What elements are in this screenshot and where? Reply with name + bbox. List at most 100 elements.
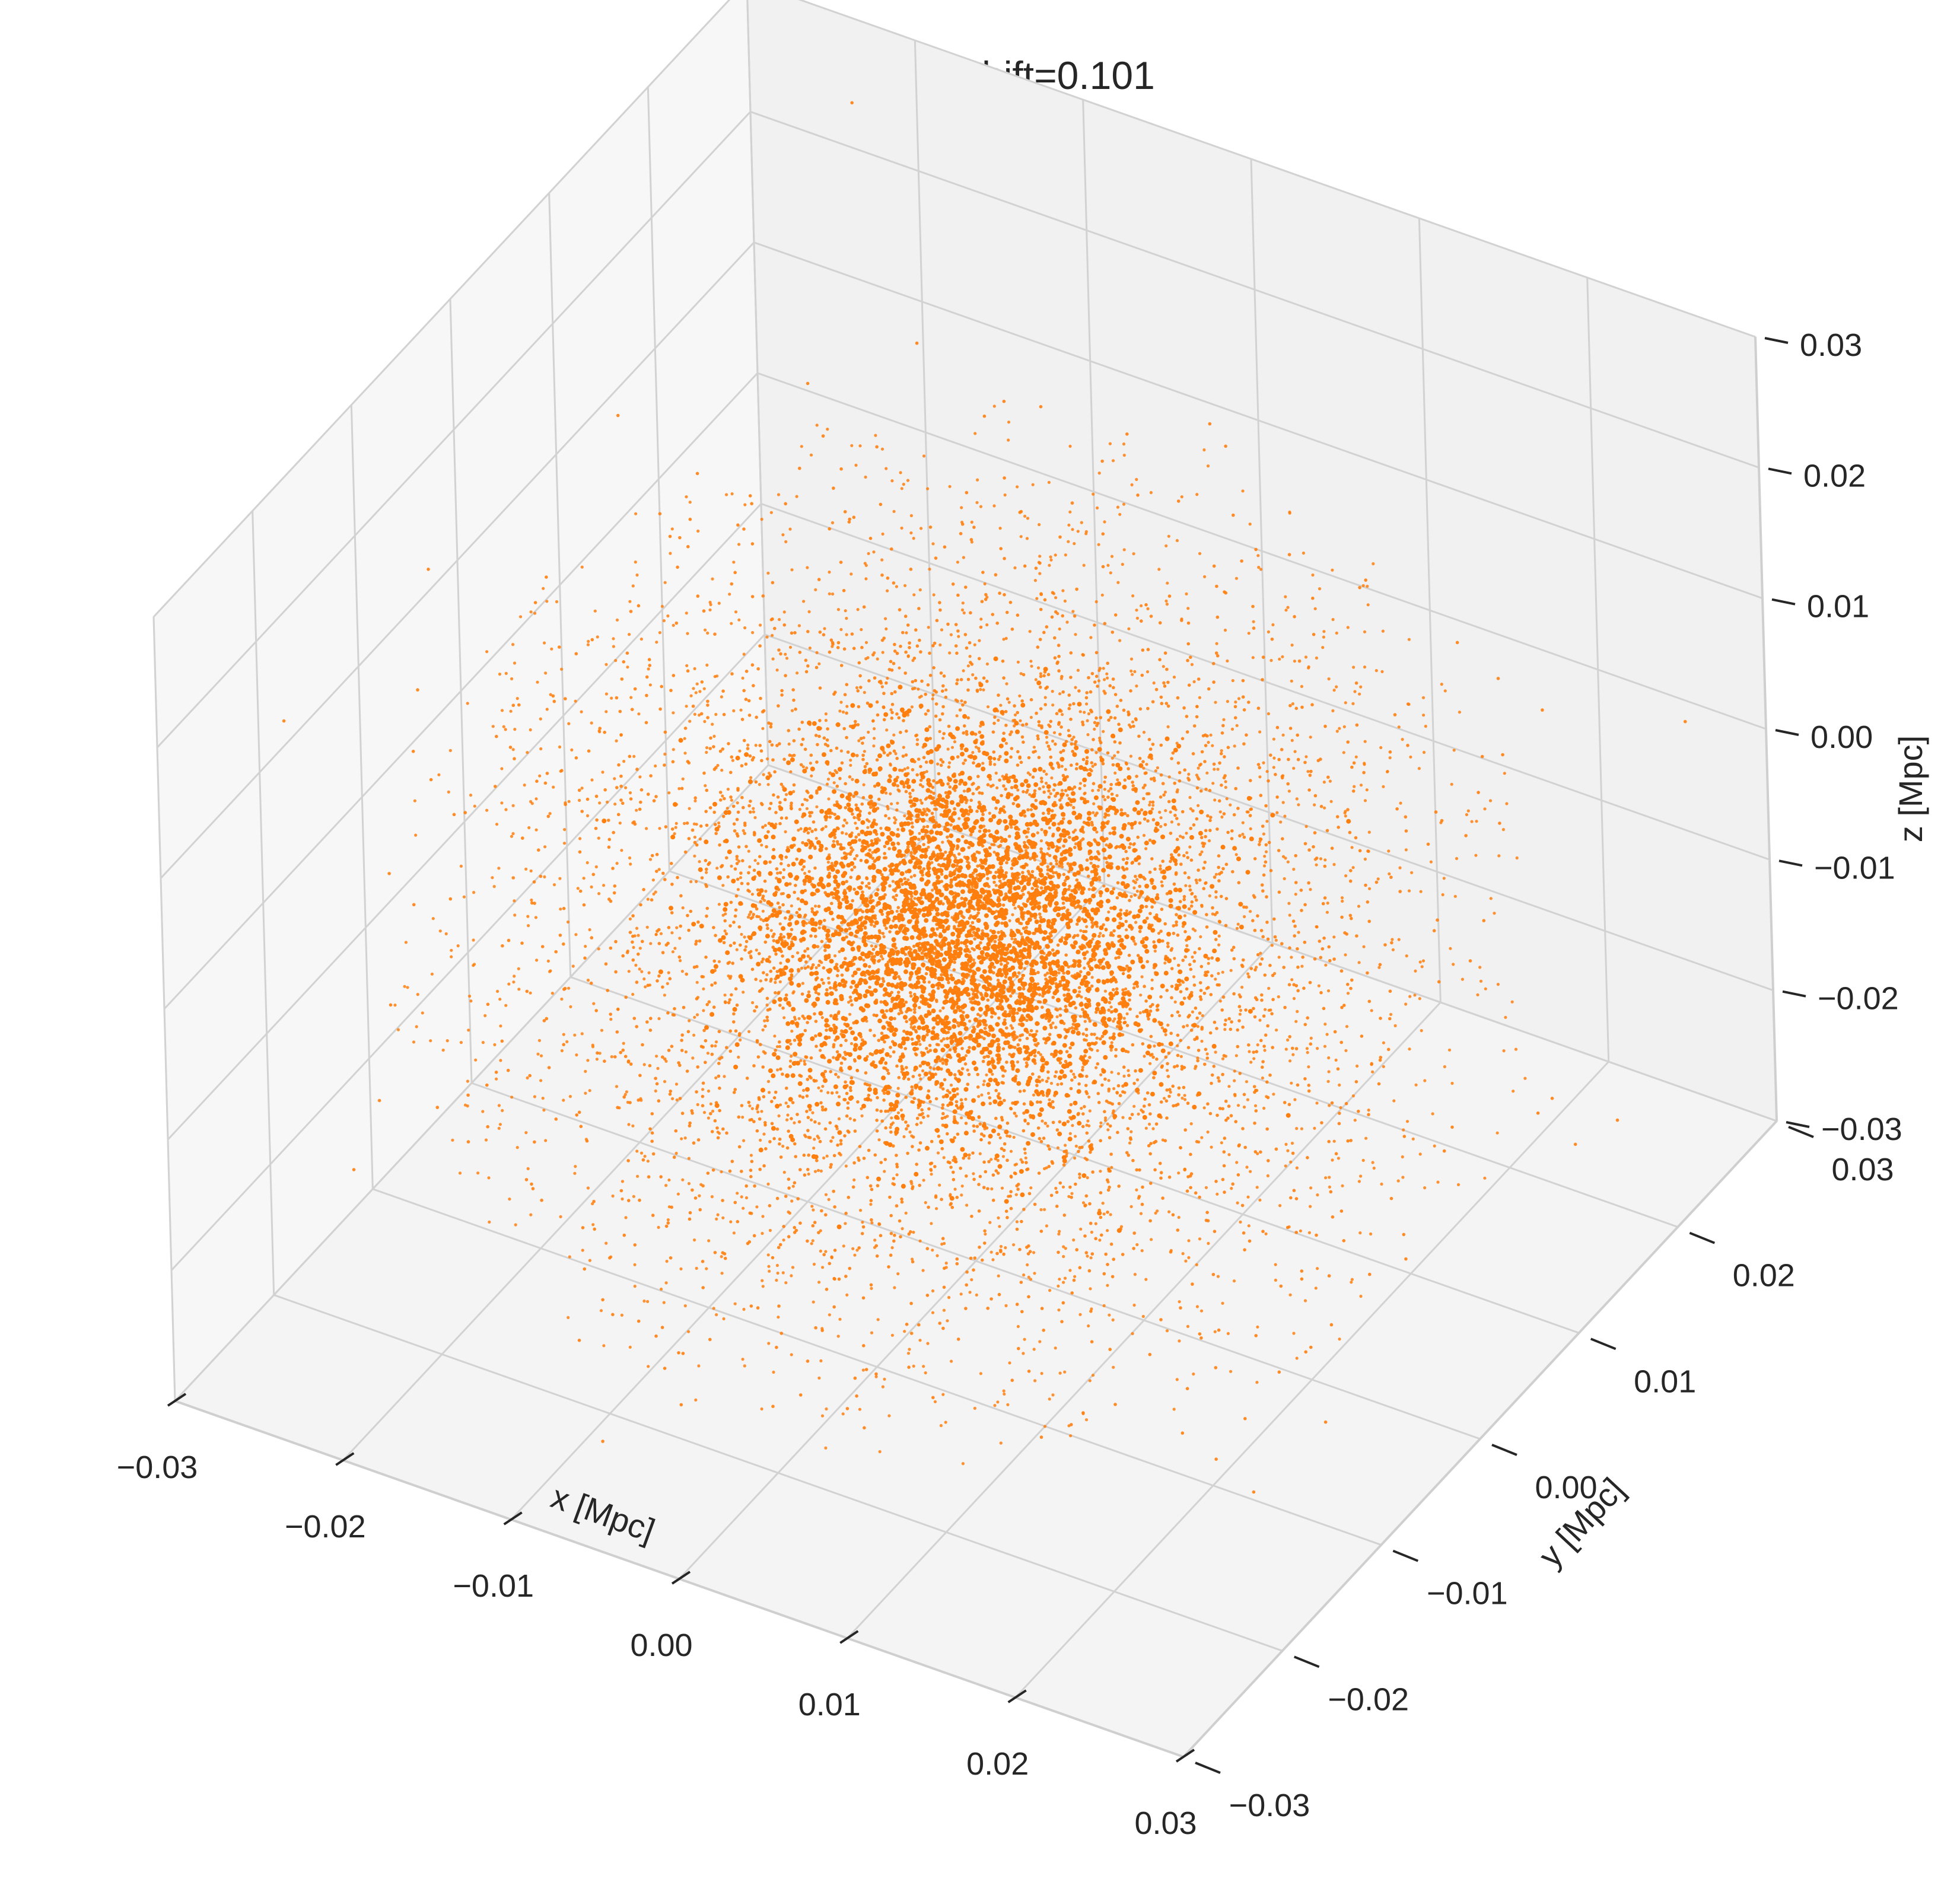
data-point: [1106, 563, 1110, 567]
data-point: [1005, 1026, 1008, 1030]
data-point: [669, 1090, 673, 1093]
data-point: [736, 1192, 739, 1195]
data-point: [1253, 928, 1257, 932]
data-point: [1176, 761, 1181, 765]
data-point: [908, 792, 912, 795]
data-point: [850, 632, 854, 636]
data-point: [1028, 1250, 1032, 1253]
data-point: [588, 1259, 592, 1262]
data-point: [1137, 1112, 1140, 1116]
data-point: [654, 795, 658, 798]
data-point: [1030, 664, 1033, 668]
data-point: [740, 1104, 744, 1107]
data-point: [1161, 859, 1164, 863]
data-point: [1334, 1152, 1338, 1155]
data-point: [586, 1186, 590, 1190]
data-point: [986, 783, 990, 786]
data-point: [851, 778, 854, 781]
data-point: [759, 1138, 762, 1142]
data-point: [791, 1184, 795, 1188]
data-point: [1201, 1014, 1204, 1017]
data-point: [1155, 1057, 1159, 1061]
data-point: [712, 767, 717, 771]
data-point: [517, 988, 521, 991]
data-point: [963, 759, 967, 762]
data-point: [516, 697, 519, 700]
data-point: [1167, 800, 1171, 804]
data-point: [1012, 1243, 1016, 1247]
data-point: [1223, 1190, 1226, 1194]
data-point: [1122, 1065, 1126, 1069]
data-point: [683, 751, 687, 755]
data-point: [1252, 1490, 1256, 1494]
data-point: [1043, 1425, 1047, 1428]
data-point: [567, 1316, 570, 1319]
data-point: [1220, 731, 1224, 735]
data-point: [1164, 599, 1168, 603]
data-point: [564, 697, 567, 700]
data-point: [892, 1177, 896, 1180]
data-point: [615, 786, 619, 789]
data-point: [817, 1136, 820, 1140]
data-point: [1296, 947, 1299, 951]
data-point: [963, 700, 967, 704]
data-point: [1083, 1234, 1087, 1238]
data-point: [784, 1281, 788, 1285]
data-point: [1184, 1259, 1188, 1263]
data-point: [1483, 1176, 1487, 1180]
data-point: [1063, 1276, 1067, 1280]
data-point: [656, 929, 659, 933]
data-point: [978, 1174, 982, 1179]
data-point: [491, 876, 494, 880]
data-point: [766, 571, 770, 575]
data-point: [1265, 820, 1269, 823]
data-point: [948, 1048, 952, 1052]
data-point: [726, 788, 730, 791]
data-point: [1170, 820, 1173, 824]
data-point: [810, 774, 813, 778]
data-point: [1187, 683, 1191, 687]
data-point: [1048, 1098, 1051, 1101]
data-point: [1261, 655, 1265, 659]
data-point: [1113, 754, 1116, 757]
data-point: [574, 699, 577, 703]
data-point: [1339, 1106, 1342, 1110]
data-point: [654, 890, 657, 894]
data-point: [692, 687, 695, 690]
data-point: [1353, 785, 1356, 788]
data-point: [1102, 1212, 1106, 1216]
data-point: [1112, 1032, 1116, 1036]
data-point: [1226, 1332, 1230, 1335]
data-point: [909, 875, 913, 879]
data-point: [1323, 1023, 1327, 1026]
data-point: [1074, 842, 1078, 846]
data-point: [1200, 903, 1204, 907]
data-point: [1065, 1152, 1068, 1155]
data-point: [543, 845, 547, 849]
data-point: [1106, 1229, 1109, 1233]
data-point: [910, 705, 914, 709]
data-point: [1212, 1065, 1216, 1068]
data-point: [1132, 886, 1136, 890]
data-point: [761, 909, 765, 913]
data-point: [734, 987, 738, 991]
data-point: [978, 639, 981, 642]
data-point: [1370, 1062, 1373, 1066]
data-point: [1349, 869, 1353, 872]
data-point: [481, 1041, 485, 1044]
data-point: [1068, 444, 1072, 448]
data-point: [826, 1091, 830, 1094]
data-point: [1154, 769, 1157, 773]
data-point: [1183, 1098, 1187, 1101]
data-point: [835, 1050, 839, 1054]
data-point: [1421, 959, 1426, 963]
data-point: [849, 1088, 852, 1093]
data-point: [1418, 960, 1422, 964]
data-point: [1241, 679, 1245, 683]
data-point: [1048, 563, 1051, 567]
data-point: [493, 1043, 497, 1046]
data-point: [817, 1122, 821, 1125]
data-point: [1098, 736, 1102, 740]
data-point: [683, 1136, 687, 1140]
data-point: [1151, 807, 1154, 811]
